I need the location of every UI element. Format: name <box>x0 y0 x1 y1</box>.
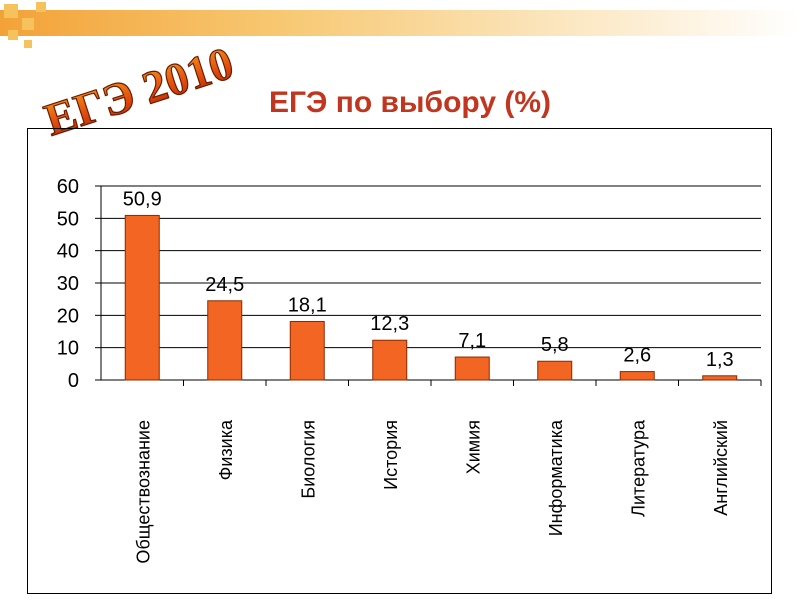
category-label: Физика <box>216 419 236 480</box>
data-label: 50,9 <box>123 188 162 210</box>
y-tick-label: 40 <box>57 241 79 263</box>
data-label: 2,6 <box>623 345 651 367</box>
y-tick-label: 50 <box>57 208 79 230</box>
bar <box>702 375 738 381</box>
category-label: Биология <box>298 420 318 499</box>
bar <box>619 371 655 381</box>
bar <box>372 339 408 381</box>
y-tick-label: 20 <box>57 305 79 327</box>
bar <box>124 214 160 381</box>
y-tick-label: 0 <box>68 370 79 392</box>
data-label: 18,1 <box>288 294 327 316</box>
data-label: 5,8 <box>541 334 569 356</box>
data-label: 1,3 <box>706 349 734 371</box>
category-label: Химия <box>463 420 483 474</box>
category-label: История <box>381 420 401 490</box>
bar <box>207 300 243 381</box>
data-label: 24,5 <box>205 274 244 296</box>
y-tick-label: 10 <box>57 338 79 360</box>
category-label: Информатика <box>546 419 566 536</box>
data-label: 12,3 <box>370 313 409 335</box>
bar <box>537 360 573 381</box>
page-title-text: ЕГЭ по выбору (%) <box>269 86 551 119</box>
page-title: ЕГЭ по выбору (%) <box>0 86 800 120</box>
category-label: Английский <box>711 420 731 516</box>
bar <box>289 320 325 381</box>
category-label: Обществознание <box>133 420 153 564</box>
bar-chart: 0 10 20 30 40 50 60 50,9 Обществознание 24,5 Физик… <box>57 176 762 564</box>
corner-decoration <box>0 0 60 60</box>
y-tick-label: 30 <box>57 273 79 295</box>
bar <box>454 356 490 381</box>
top-accent-bar <box>0 10 800 36</box>
chart-frame: 0 10 20 30 40 50 60 50,9 Обществознание 24,5 Физик… <box>27 128 772 594</box>
category-label: Литература <box>628 419 648 517</box>
data-label: 7,1 <box>458 330 486 352</box>
y-tick-label: 60 <box>57 176 79 198</box>
